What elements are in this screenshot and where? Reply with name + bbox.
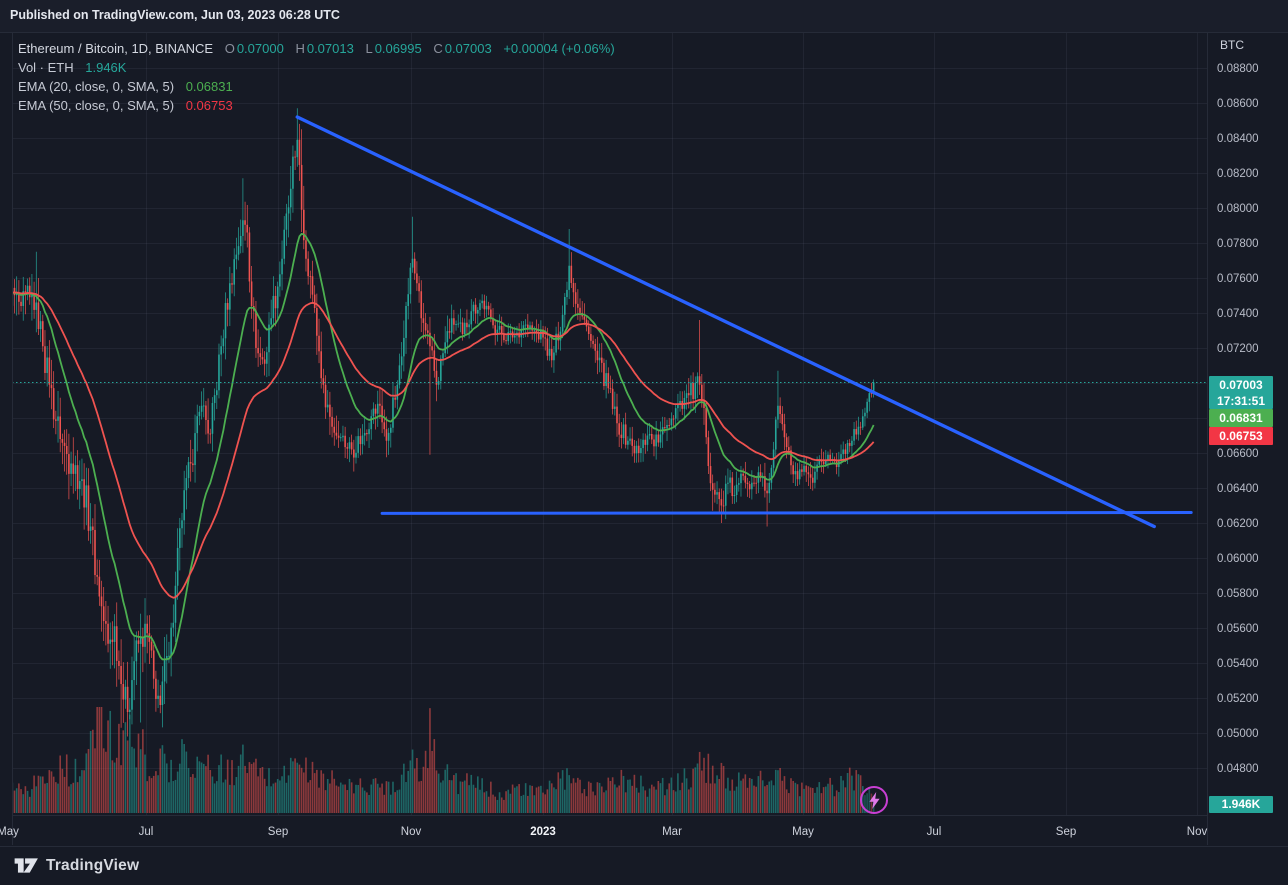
legend-symbol-row[interactable]: Ethereum / Bitcoin, 1D, BINANCE O 0.07000… bbox=[18, 39, 615, 58]
close-label: C bbox=[433, 41, 443, 56]
ema50-axis-badge: 0.06753 bbox=[1209, 427, 1273, 445]
footer-bar: TradingView bbox=[0, 846, 1288, 885]
volume-axis-badge: 1.946K bbox=[1209, 796, 1273, 813]
tradingview-logo[interactable]: TradingView bbox=[14, 856, 139, 875]
legend-ema50-row[interactable]: EMA (50, close, 0, SMA, 5) 0.06753 bbox=[18, 96, 615, 115]
ema50-label: EMA (50, close, 0, SMA, 5) bbox=[18, 98, 175, 113]
close-price-badge-value: 0.07003 bbox=[1219, 378, 1263, 392]
volume-value: 1.946K bbox=[85, 60, 127, 75]
close-value: 0.07003 bbox=[444, 41, 492, 56]
open-label: O bbox=[224, 41, 235, 56]
low-value: 0.06995 bbox=[374, 41, 422, 56]
lightning-icon bbox=[868, 791, 880, 809]
flash-boost-button[interactable] bbox=[860, 786, 888, 814]
volume-label: Vol · ETH bbox=[18, 60, 74, 75]
symbol-title[interactable]: Ethereum / Bitcoin, 1D, BINANCE bbox=[18, 41, 214, 56]
high-label: H bbox=[295, 41, 305, 56]
close-price-badge-countdown: 17:31:51 bbox=[1216, 394, 1266, 408]
price-axis-unit: BTC bbox=[1220, 38, 1244, 52]
ema50-value: 0.06753 bbox=[185, 98, 233, 113]
change-value: +0.00004 (+0.06%) bbox=[503, 41, 615, 56]
legend-volume-row[interactable]: Vol · ETH 1.946K bbox=[18, 58, 615, 77]
published-text: Published on TradingView.com, Jun 03, 20… bbox=[10, 8, 340, 22]
ema20-value: 0.06831 bbox=[185, 79, 233, 94]
low-label: L bbox=[365, 41, 373, 56]
ema20-label: EMA (20, close, 0, SMA, 5) bbox=[18, 79, 175, 94]
open-value: 0.07000 bbox=[236, 41, 284, 56]
tradingview-logo-text: TradingView bbox=[46, 856, 140, 874]
high-value: 0.07013 bbox=[306, 41, 354, 56]
tradingview-logo-icon bbox=[14, 858, 38, 873]
legend-ema20-row[interactable]: EMA (20, close, 0, SMA, 5) 0.06831 bbox=[18, 77, 615, 96]
chart-legend: Ethereum / Bitcoin, 1D, BINANCE O 0.07000… bbox=[18, 39, 615, 115]
published-bar: Published on TradingView.com, Jun 03, 20… bbox=[0, 0, 1288, 33]
ema20-axis-badge: 0.06831 bbox=[1209, 409, 1273, 427]
close-price-badge: 0.07003 17:31:51 bbox=[1209, 376, 1273, 409]
